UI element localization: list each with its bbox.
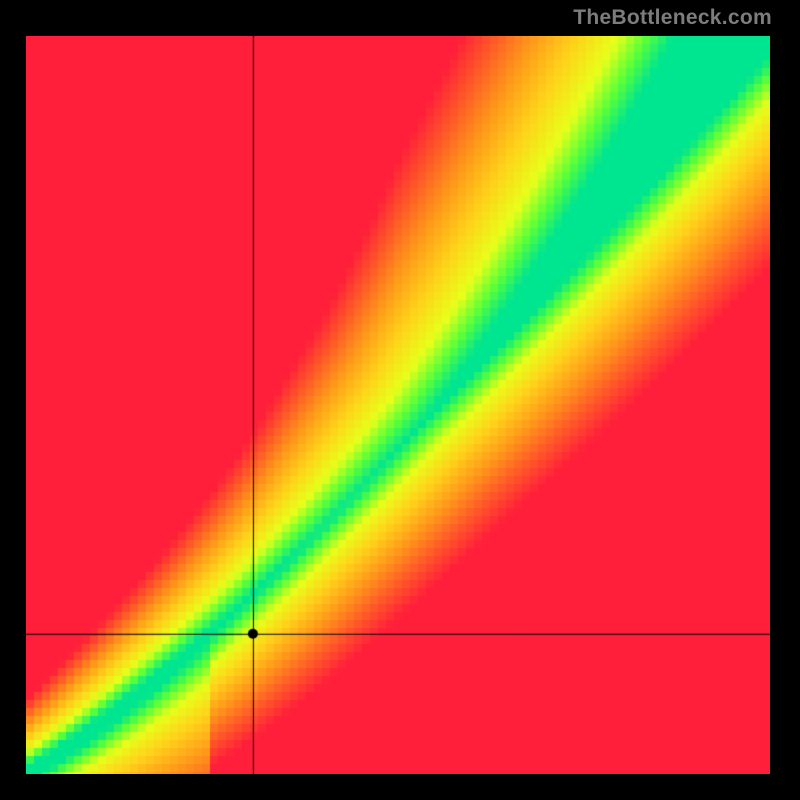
- watermark-text: TheBottleneck.com: [573, 6, 772, 30]
- chart-container: TheBottleneck.com: [0, 0, 800, 800]
- heatmap-canvas: [26, 36, 770, 774]
- heatmap-plot: [26, 36, 770, 774]
